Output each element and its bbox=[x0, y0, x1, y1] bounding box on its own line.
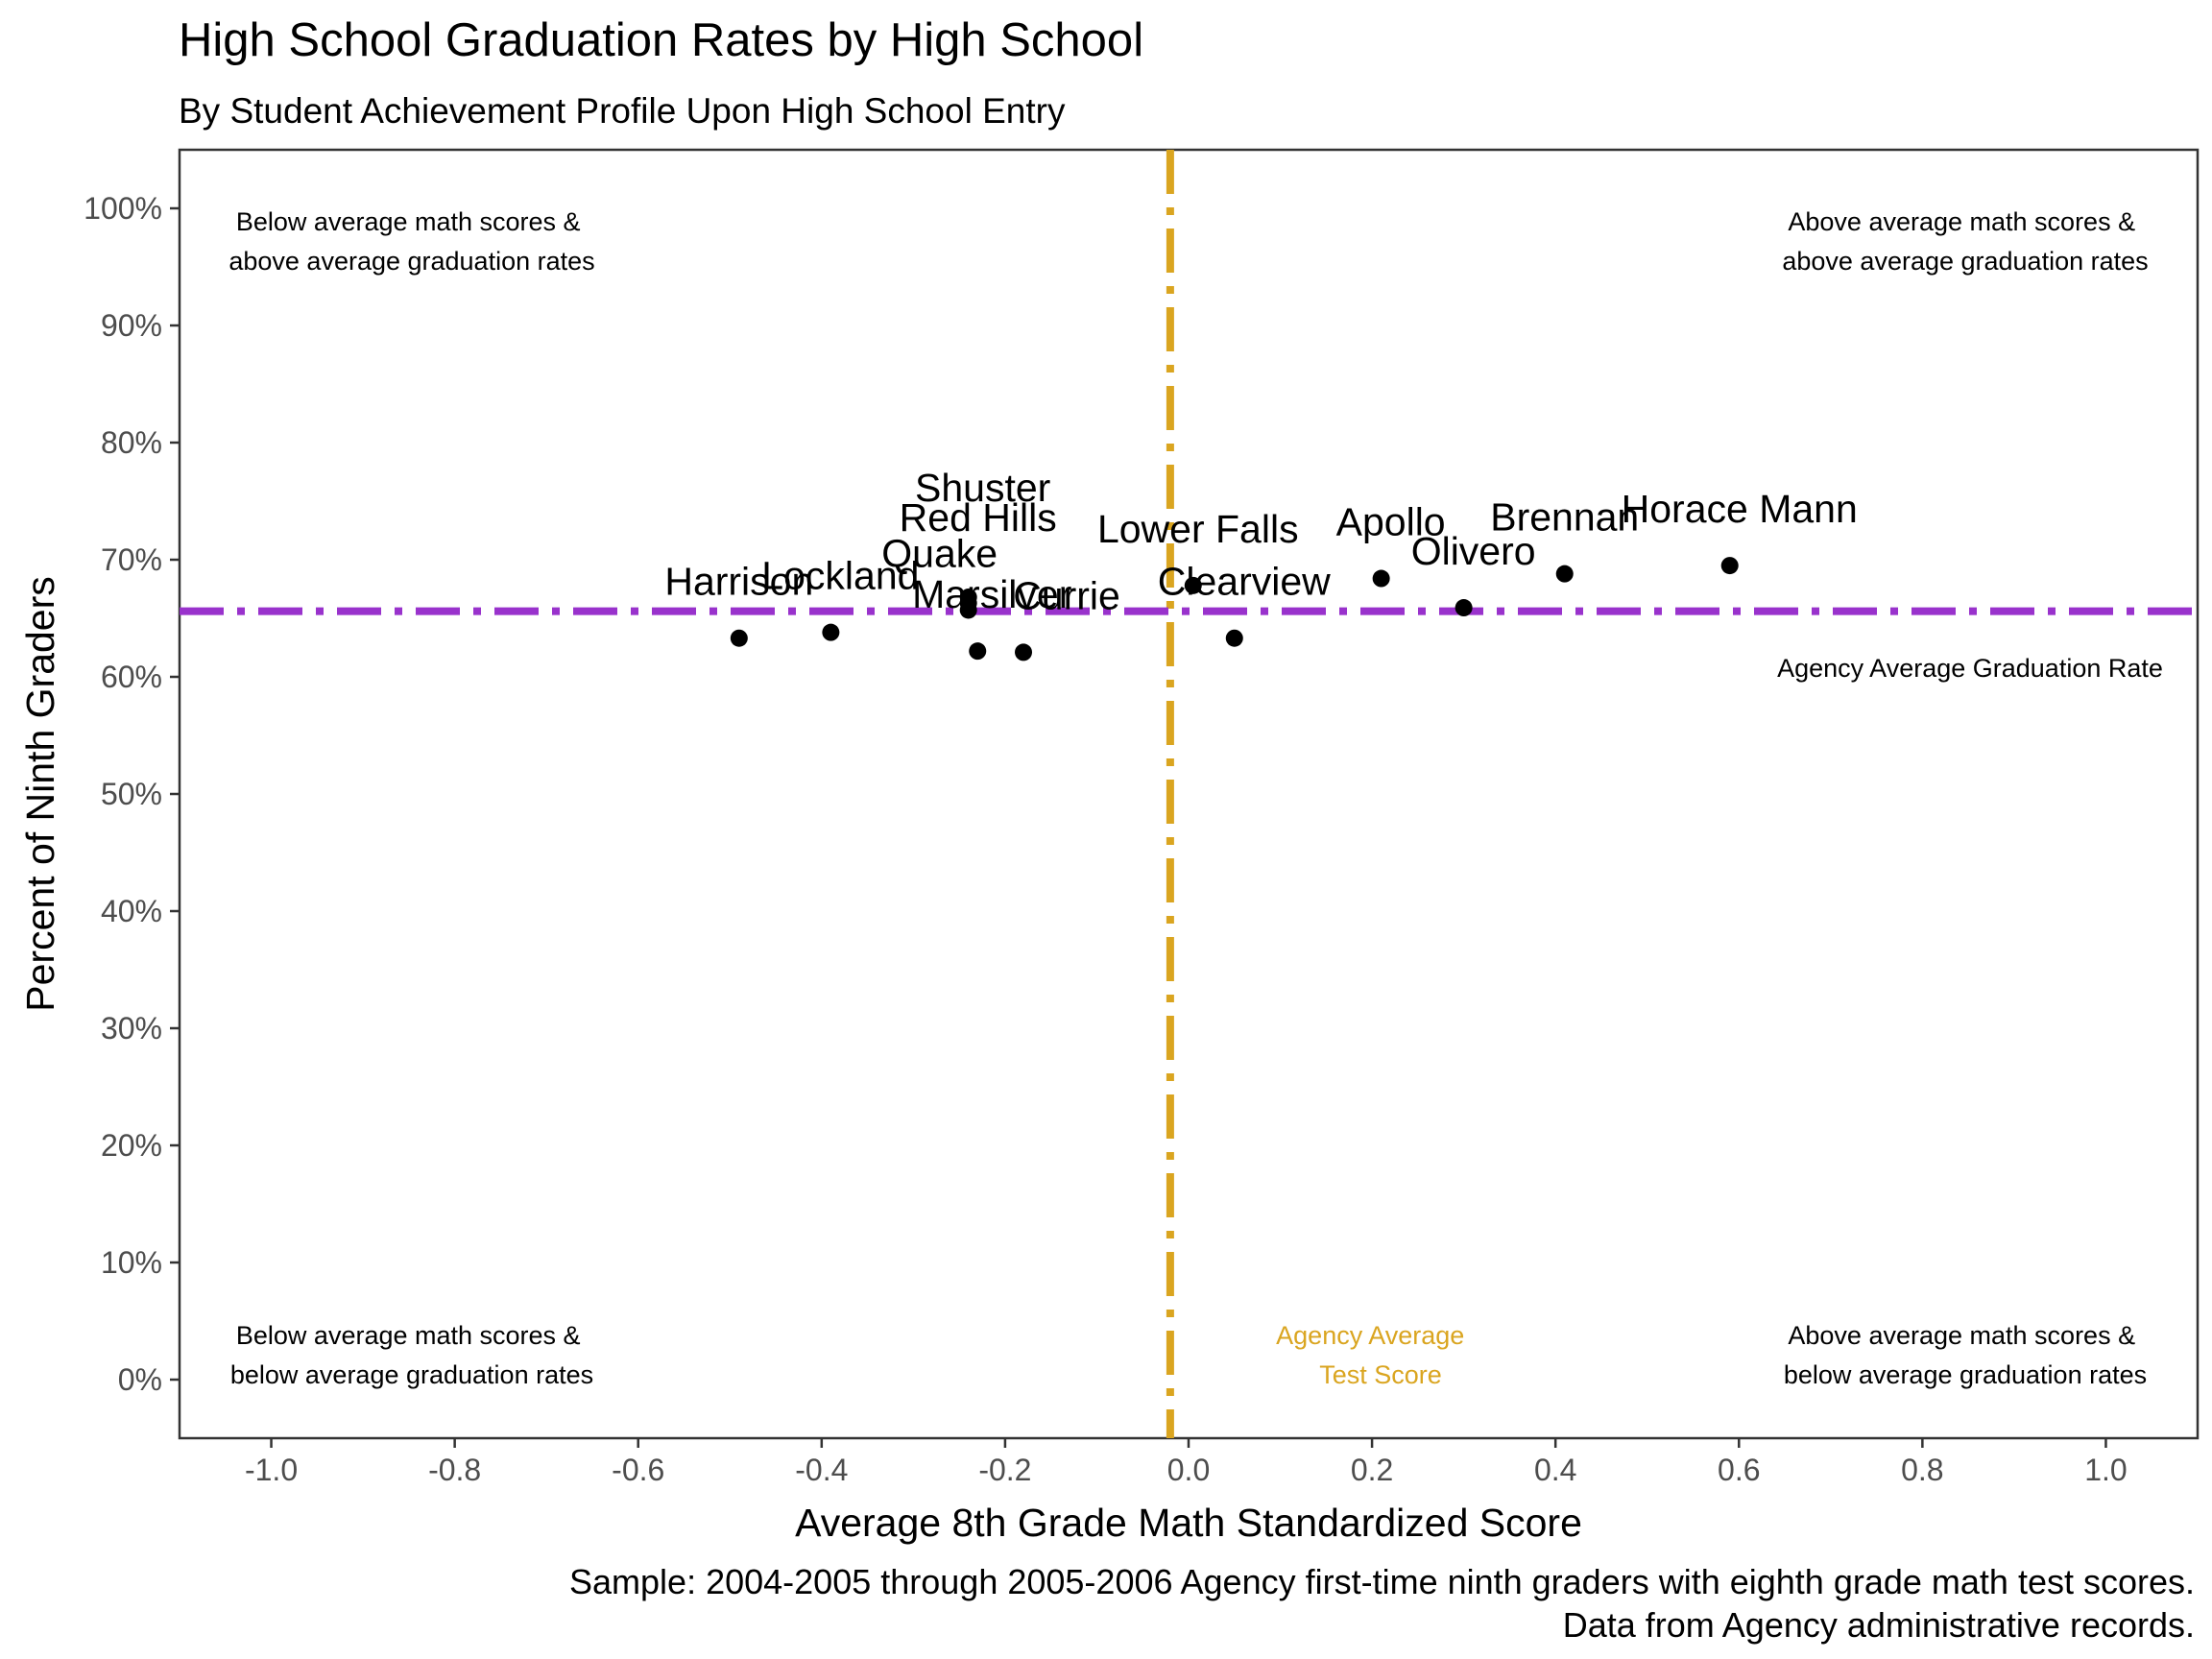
annotation-bottom-left-line-2: below average graduation rates bbox=[230, 1360, 593, 1389]
x-tick-label: -0.8 bbox=[428, 1453, 481, 1487]
x-axis: -1.0 -0.8 -0.6 -0.4 -0.2 0.0 0.2 0.4 0.6 0.8 1.0 bbox=[245, 1438, 2128, 1487]
data-point-label: Horace Mann bbox=[1622, 487, 1858, 531]
data-point bbox=[1015, 643, 1033, 661]
data-point-label: Red Hills bbox=[900, 495, 1057, 540]
y-axis: 0% 10% 20% 30% 40% 50% 60% 70% 80% 90% 100% bbox=[84, 191, 180, 1397]
data-point bbox=[1372, 569, 1390, 588]
chart-subtitle: By Student Achievement Profile Upon High… bbox=[179, 91, 1066, 131]
average-graduation-rate-label: Agency Average Graduation Rate bbox=[1777, 654, 2163, 683]
annotation-bottom-left: Below average math scores & below averag… bbox=[230, 1321, 593, 1389]
y-tick-label: 70% bbox=[101, 542, 162, 577]
x-tick-label: 1.0 bbox=[2084, 1453, 2127, 1487]
data-point-label: Shuster bbox=[915, 466, 1050, 510]
data-point-label: Clearview bbox=[1158, 560, 1331, 604]
annotation-top-left-line-2: above average graduation rates bbox=[228, 247, 594, 276]
data-point-label: Currie bbox=[1013, 573, 1120, 617]
chart-title: High School Graduation Rates by High Sch… bbox=[179, 14, 1143, 66]
annotation-top-right: Above average math scores & above averag… bbox=[1782, 207, 2148, 276]
y-tick-label: 20% bbox=[101, 1128, 162, 1163]
annotation-bottom-right: Above average math scores & below averag… bbox=[1784, 1321, 2147, 1389]
data-point-label: Harrison bbox=[664, 560, 813, 604]
data-point bbox=[730, 629, 748, 647]
data-point-label: Lower Falls bbox=[1097, 507, 1299, 551]
data-point-label: Apollo bbox=[1336, 500, 1446, 544]
y-tick-label: 0% bbox=[118, 1362, 162, 1397]
data-point-label: Olivero bbox=[1411, 529, 1536, 573]
data-point-label: Quake bbox=[881, 531, 998, 575]
data-point bbox=[1225, 629, 1243, 647]
x-tick-label: 0.4 bbox=[1534, 1453, 1576, 1487]
y-tick-label: 50% bbox=[101, 777, 162, 811]
annotation-top-left-line-1: Below average math scores & bbox=[236, 207, 581, 236]
data-point bbox=[1184, 576, 1202, 594]
y-tick-label: 40% bbox=[101, 894, 162, 928]
data-point bbox=[1555, 565, 1574, 583]
annotation-bottom-right-line-2: below average graduation rates bbox=[1784, 1360, 2147, 1389]
data-point-label: Brennan bbox=[1490, 495, 1639, 540]
annotation-bottom-left-line-1: Below average math scores & bbox=[236, 1321, 581, 1350]
plot-panel bbox=[178, 148, 2200, 1440]
data-point bbox=[1720, 557, 1739, 575]
x-tick-label: -1.0 bbox=[245, 1453, 298, 1487]
annotation-top-left: Below average math scores & above averag… bbox=[228, 207, 594, 276]
data-point bbox=[959, 601, 977, 619]
annotation-top-right-line-1: Above average math scores & bbox=[1788, 207, 2135, 236]
x-tick-label: 0.8 bbox=[1901, 1453, 1943, 1487]
caption-line-1: Sample: 2004-2005 through 2005-2006 Agen… bbox=[569, 1562, 2195, 1601]
average-test-score-label-line-2: Test Score bbox=[1319, 1360, 1442, 1389]
y-tick-label: 60% bbox=[101, 660, 162, 694]
caption-line-2: Data from Agency administrative records. bbox=[1563, 1605, 2195, 1645]
y-tick-label: 100% bbox=[84, 191, 162, 226]
data-points bbox=[730, 557, 1739, 661]
average-test-score-label-line-1: Agency Average bbox=[1276, 1321, 1464, 1350]
annotation-top-right-line-2: above average graduation rates bbox=[1782, 247, 2148, 276]
y-tick-label: 80% bbox=[101, 425, 162, 460]
x-tick-label: -0.2 bbox=[978, 1453, 1031, 1487]
data-point bbox=[822, 623, 840, 641]
x-axis-title: Average 8th Grade Math Standardized Scor… bbox=[795, 1501, 1582, 1545]
x-tick-label: -0.6 bbox=[612, 1453, 664, 1487]
y-tick-label: 30% bbox=[101, 1011, 162, 1046]
average-test-score-label: Agency Average Test Score bbox=[1276, 1321, 1472, 1389]
data-point-label: Marsilver bbox=[912, 572, 1071, 616]
y-axis-title: Percent of Ninth Graders bbox=[18, 576, 62, 1011]
x-tick-label: 0.2 bbox=[1351, 1453, 1393, 1487]
data-point bbox=[1455, 599, 1473, 617]
x-tick-label: -0.4 bbox=[795, 1453, 848, 1487]
y-tick-label: 10% bbox=[101, 1245, 162, 1280]
x-tick-label: 0.0 bbox=[1167, 1453, 1210, 1487]
data-point-label: Lockland bbox=[761, 554, 919, 598]
annotation-bottom-right-line-1: Above average math scores & bbox=[1788, 1321, 2135, 1350]
data-point bbox=[969, 642, 987, 661]
x-tick-label: 0.6 bbox=[1718, 1453, 1760, 1487]
y-tick-label: 90% bbox=[101, 308, 162, 343]
